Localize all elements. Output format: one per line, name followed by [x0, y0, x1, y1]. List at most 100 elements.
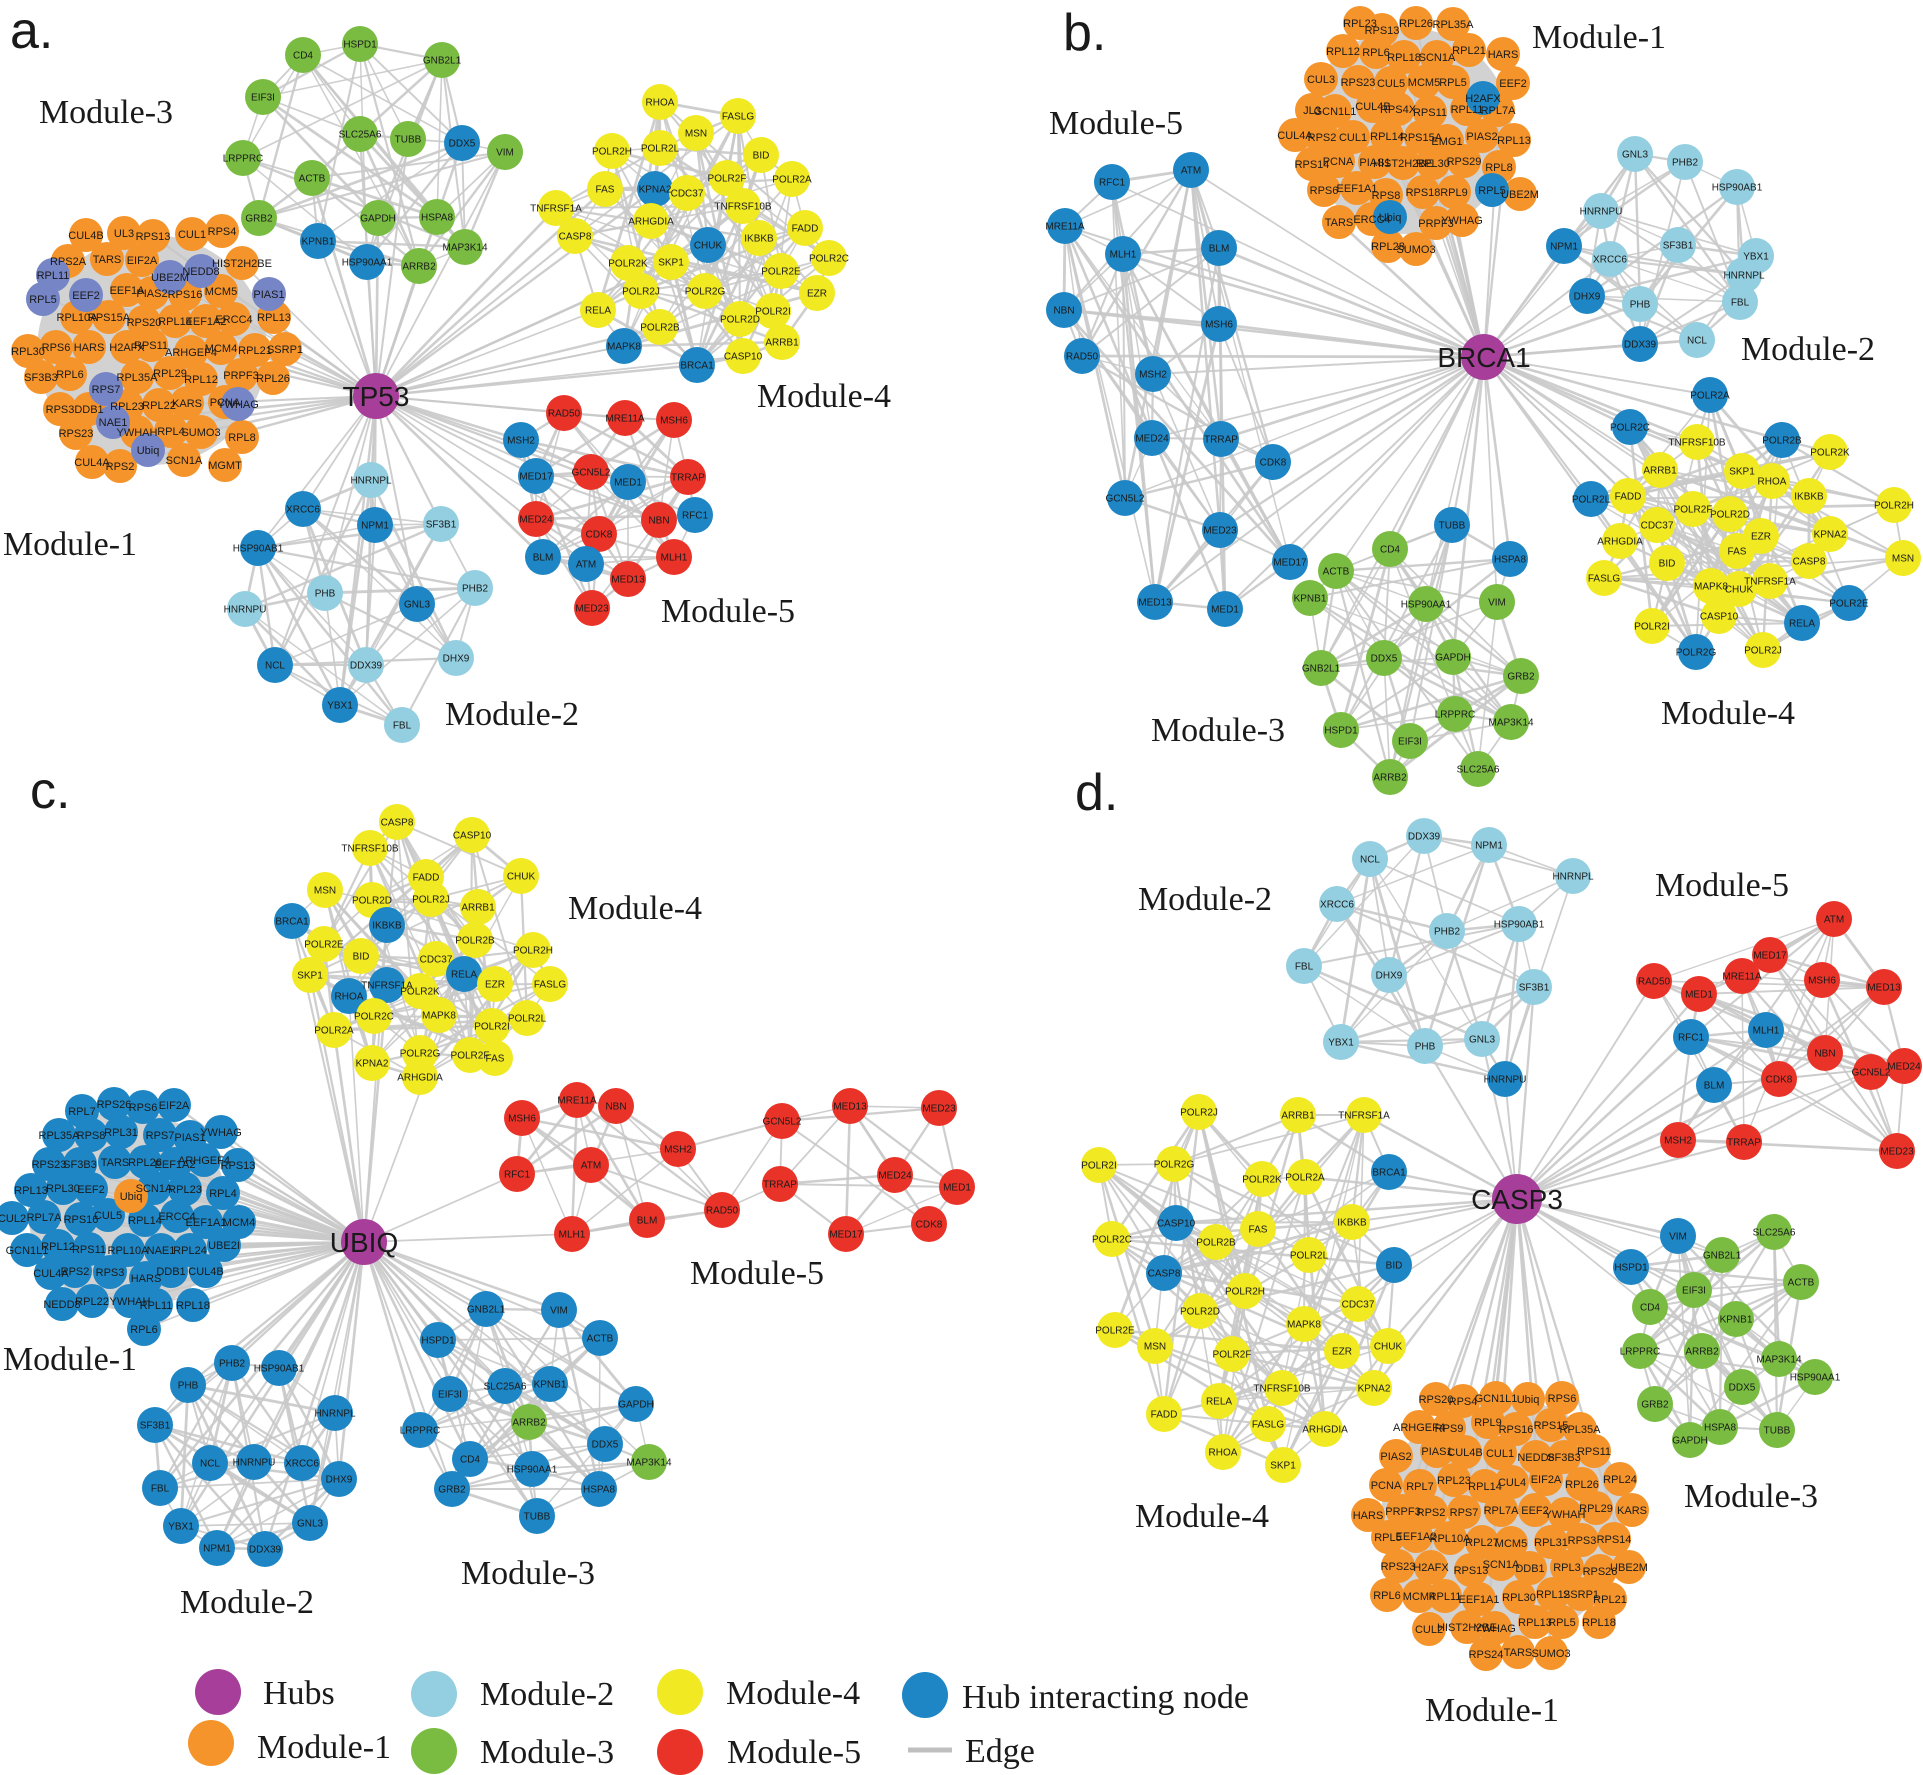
svg-text:RPL6: RPL6: [1362, 47, 1390, 59]
svg-text:EIF3I: EIF3I: [1682, 1286, 1706, 1297]
svg-text:PHB: PHB: [1630, 300, 1651, 311]
svg-text:RFC1: RFC1: [682, 511, 709, 522]
svg-text:FADD: FADD: [1151, 1410, 1178, 1421]
svg-text:PIAS1: PIAS1: [1359, 157, 1390, 169]
svg-text:Module-3: Module-3: [1684, 1478, 1818, 1515]
svg-text:NCL: NCL: [265, 661, 285, 672]
svg-text:Module-4: Module-4: [1661, 695, 1795, 732]
svg-text:RPS11: RPS11: [1413, 107, 1447, 119]
svg-text:H2AFX: H2AFX: [1413, 1562, 1449, 1574]
svg-text:Ubiq: Ubiq: [1379, 212, 1402, 224]
svg-text:RPS2: RPS2: [1308, 132, 1337, 144]
svg-text:RPL11: RPL11: [140, 1300, 173, 1312]
svg-text:RPS11: RPS11: [1577, 1446, 1611, 1458]
svg-text:CUL4B: CUL4B: [188, 1266, 223, 1278]
svg-text:MRE11A: MRE11A: [605, 414, 645, 425]
svg-text:MED17: MED17: [1753, 951, 1787, 962]
svg-text:CUL1: CUL1: [1339, 132, 1367, 144]
svg-text:a.: a.: [10, 2, 53, 60]
svg-text:FASLG: FASLG: [722, 112, 754, 123]
svg-text:Module-1: Module-1: [3, 526, 137, 563]
svg-text:SF3B3: SF3B3: [1547, 1452, 1581, 1464]
svg-text:TUBB: TUBB: [524, 1512, 551, 1523]
svg-text:NCL: NCL: [200, 1459, 220, 1470]
svg-text:HIST2H2BE: HIST2H2BE: [1437, 1622, 1497, 1634]
svg-text:RPL28: RPL28: [1371, 241, 1405, 253]
svg-text:GNB2L1: GNB2L1: [1302, 664, 1341, 675]
svg-text:RHOA: RHOA: [335, 992, 364, 1003]
svg-text:RPS20: RPS20: [127, 317, 162, 329]
svg-text:CDC37: CDC37: [1342, 1300, 1375, 1311]
svg-text:RPL30: RPL30: [46, 1183, 80, 1195]
svg-text:RPL18: RPL18: [176, 1300, 210, 1312]
svg-text:ARHGDIA: ARHGDIA: [628, 217, 674, 228]
svg-text:ERCC4: ERCC4: [215, 314, 252, 326]
svg-text:HARS: HARS: [131, 1273, 162, 1285]
svg-text:RPS16: RPS16: [64, 1214, 99, 1226]
svg-text:EEF2: EEF2: [1499, 78, 1527, 90]
svg-text:MED13: MED13: [1138, 598, 1172, 609]
svg-text:HSP90AA1: HSP90AA1: [1790, 1373, 1841, 1384]
svg-text:XRCC6: XRCC6: [286, 505, 320, 516]
svg-text:FAS: FAS: [1249, 1225, 1268, 1236]
svg-text:RPL26: RPL26: [1565, 1479, 1599, 1491]
svg-text:XRCC6: XRCC6: [1320, 900, 1354, 911]
svg-text:EIF2A: EIF2A: [127, 255, 158, 267]
svg-text:ARRB2: ARRB2: [512, 1418, 546, 1429]
svg-text:RPL7: RPL7: [1406, 1481, 1434, 1493]
svg-text:IKBKB: IKBKB: [1337, 1218, 1367, 1229]
svg-text:SKP1: SKP1: [1729, 467, 1755, 478]
svg-text:DDB1: DDB1: [156, 1266, 185, 1278]
svg-text:HSPD1: HSPD1: [421, 1336, 455, 1347]
svg-text:GNB2L1: GNB2L1: [1703, 1251, 1742, 1262]
svg-text:RFC1: RFC1: [1099, 178, 1126, 189]
svg-text:HSPD1: HSPD1: [1614, 1263, 1648, 1274]
svg-text:BRCA1: BRCA1: [1437, 342, 1530, 373]
svg-text:CD4: CD4: [293, 51, 313, 62]
svg-text:KARS: KARS: [172, 398, 202, 410]
svg-text:ATM: ATM: [1824, 915, 1844, 926]
svg-text:EZR: EZR: [807, 289, 827, 300]
svg-text:POLR2H: POLR2H: [513, 946, 553, 957]
svg-text:POLR2D: POLR2D: [720, 315, 760, 326]
svg-text:RPL35A: RPL35A: [39, 1130, 81, 1142]
svg-text:c.: c.: [30, 762, 70, 820]
svg-text:RPS13: RPS13: [221, 1160, 256, 1172]
svg-text:HSP90AB1: HSP90AB1: [233, 544, 284, 555]
svg-text:POLR2I: POLR2I: [755, 307, 791, 318]
svg-text:CUL4A: CUL4A: [1277, 130, 1313, 142]
svg-text:LRPPRC: LRPPRC: [400, 1426, 441, 1437]
svg-text:RPS23: RPS23: [59, 428, 94, 440]
svg-text:JL3: JL3: [1303, 105, 1321, 117]
svg-text:SF3B1: SF3B1: [426, 520, 457, 531]
svg-text:Module-1: Module-1: [3, 1341, 137, 1378]
svg-text:RPL21: RPL21: [1452, 45, 1486, 57]
svg-text:ERCC4: ERCC4: [158, 1211, 195, 1223]
svg-text:PCNA: PCNA: [1371, 1480, 1402, 1492]
svg-text:RPL24: RPL24: [1603, 1474, 1637, 1486]
svg-text:Module-1: Module-1: [1425, 1692, 1559, 1729]
svg-text:YBX1: YBX1: [1328, 1038, 1354, 1049]
svg-text:DHX9: DHX9: [326, 1475, 353, 1486]
svg-text:RHOA: RHOA: [1758, 477, 1787, 488]
svg-text:RPL13: RPL13: [14, 1185, 48, 1197]
svg-text:EIF3I: EIF3I: [1398, 737, 1422, 748]
svg-text:MCM5: MCM5: [1408, 77, 1440, 89]
svg-text:Module-2: Module-2: [1138, 881, 1272, 918]
svg-text:EMG1: EMG1: [1431, 136, 1462, 148]
svg-text:CHUK: CHUK: [1374, 1342, 1403, 1353]
svg-text:POLR2K: POLR2K: [608, 259, 648, 270]
svg-text:RPL30: RPL30: [1502, 1592, 1536, 1604]
svg-text:SF3B1: SF3B1: [1519, 983, 1550, 994]
svg-text:NEDD8: NEDD8: [43, 1299, 80, 1311]
svg-text:POLR2J: POLR2J: [622, 287, 660, 298]
svg-text:CDC37: CDC37: [1641, 521, 1674, 532]
svg-text:EIF2A: EIF2A: [159, 1100, 190, 1112]
svg-text:SKP1: SKP1: [297, 971, 323, 982]
svg-text:POLR2E: POLR2E: [1829, 599, 1869, 610]
svg-text:POLR2B: POLR2B: [1762, 436, 1802, 447]
svg-text:ARRB2: ARRB2: [402, 262, 436, 273]
svg-text:MED13: MED13: [1867, 983, 1901, 994]
svg-text:TRRAP: TRRAP: [763, 1180, 797, 1191]
svg-text:RPS15A: RPS15A: [1400, 132, 1443, 144]
